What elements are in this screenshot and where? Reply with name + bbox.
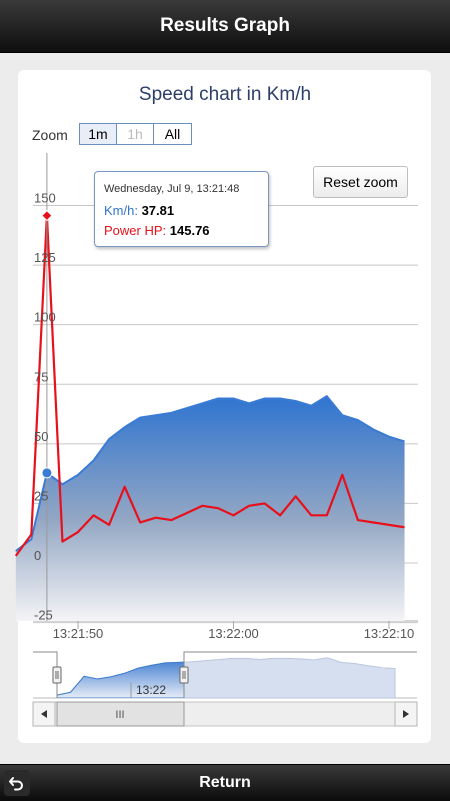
tooltip-date: Wednesday, Jul 9, 13:21:48 bbox=[104, 183, 240, 195]
back-arrow-icon bbox=[9, 777, 23, 791]
zoom-1m-button[interactable]: 1m bbox=[79, 123, 117, 145]
zoom-1h-button[interactable]: 1h bbox=[117, 123, 154, 145]
chart-tooltip: Wednesday, Jul 9, 13:21:48 Km/h: 37.81 P… bbox=[94, 171, 269, 247]
zoom-all-button[interactable]: All bbox=[154, 123, 192, 145]
return-button[interactable]: Return bbox=[0, 765, 450, 801]
return-label: Return bbox=[199, 774, 251, 791]
page-title: Results Graph bbox=[160, 15, 290, 36]
tooltip-series1-value: 37.81 bbox=[141, 203, 175, 218]
back-button[interactable] bbox=[4, 770, 30, 796]
tooltip-series2-name: Power HP bbox=[104, 223, 163, 238]
tooltip-series1-name: Km/h bbox=[104, 203, 135, 218]
tooltip-row-power: Power HP: 145.76 bbox=[104, 223, 210, 238]
reset-zoom-button[interactable]: Reset zoom bbox=[313, 166, 408, 198]
top-bar: Results Graph bbox=[0, 0, 450, 53]
tooltip-series2-value: 145.76 bbox=[169, 223, 210, 238]
bottom-bar: Return bbox=[0, 764, 450, 801]
tooltip-colon: : bbox=[134, 203, 142, 218]
tooltip-row-speed: Km/h: 37.81 bbox=[104, 203, 174, 218]
zoom-label: Zoom bbox=[32, 127, 68, 143]
chart-title: Speed chart in Km/h bbox=[138, 84, 312, 105]
tooltip-colon: : bbox=[162, 223, 170, 238]
zoom-button-group: 1m 1h All bbox=[79, 123, 192, 145]
